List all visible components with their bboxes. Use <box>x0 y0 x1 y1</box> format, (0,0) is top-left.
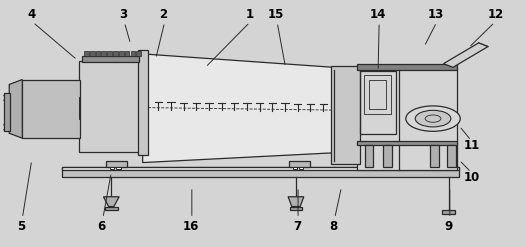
Polygon shape <box>9 80 22 138</box>
Text: 12: 12 <box>488 8 504 21</box>
Bar <box>331 66 360 164</box>
Bar <box>365 145 373 167</box>
Bar <box>130 51 135 56</box>
Bar <box>430 145 439 167</box>
Text: 6: 6 <box>98 220 106 233</box>
Text: 15: 15 <box>268 8 284 21</box>
Bar <box>357 67 457 170</box>
Text: 8: 8 <box>329 220 338 233</box>
Bar <box>107 51 112 56</box>
Bar <box>119 51 124 56</box>
Bar <box>289 161 310 167</box>
Bar <box>62 167 459 177</box>
Bar <box>84 51 89 56</box>
Bar <box>364 75 391 114</box>
Bar <box>442 210 455 214</box>
Polygon shape <box>104 197 119 206</box>
Text: 9: 9 <box>444 220 453 233</box>
Text: 2: 2 <box>159 8 168 21</box>
Bar <box>136 51 141 56</box>
Bar <box>105 206 117 210</box>
Bar <box>383 145 392 167</box>
Bar <box>116 167 120 169</box>
Bar <box>360 71 397 134</box>
Bar <box>90 51 95 56</box>
Bar <box>96 51 100 56</box>
Bar <box>357 64 457 70</box>
Bar <box>138 50 148 155</box>
Bar <box>290 206 302 210</box>
Bar <box>4 93 11 131</box>
Text: 7: 7 <box>293 220 301 233</box>
Polygon shape <box>288 197 304 206</box>
Bar <box>447 145 456 167</box>
Bar <box>113 51 118 56</box>
Text: 11: 11 <box>464 139 480 152</box>
Circle shape <box>406 106 460 131</box>
Text: 5: 5 <box>17 220 25 233</box>
Bar <box>79 61 143 152</box>
Text: 13: 13 <box>428 8 444 21</box>
Bar <box>83 56 139 62</box>
Bar <box>293 167 297 169</box>
Bar <box>22 80 80 138</box>
Polygon shape <box>143 54 333 163</box>
Circle shape <box>415 110 451 127</box>
Text: 14: 14 <box>370 8 386 21</box>
Bar <box>110 167 114 169</box>
Text: 3: 3 <box>119 8 127 21</box>
Text: 4: 4 <box>27 8 36 21</box>
Text: 16: 16 <box>183 220 199 233</box>
Bar <box>106 161 127 167</box>
Polygon shape <box>443 43 488 67</box>
Bar <box>357 141 457 145</box>
Bar <box>79 97 80 119</box>
Bar <box>102 51 106 56</box>
Text: 10: 10 <box>464 171 480 184</box>
Bar <box>369 80 387 109</box>
Text: 1: 1 <box>246 8 254 21</box>
Bar <box>299 167 304 169</box>
Bar <box>125 51 129 56</box>
Bar <box>62 167 459 170</box>
